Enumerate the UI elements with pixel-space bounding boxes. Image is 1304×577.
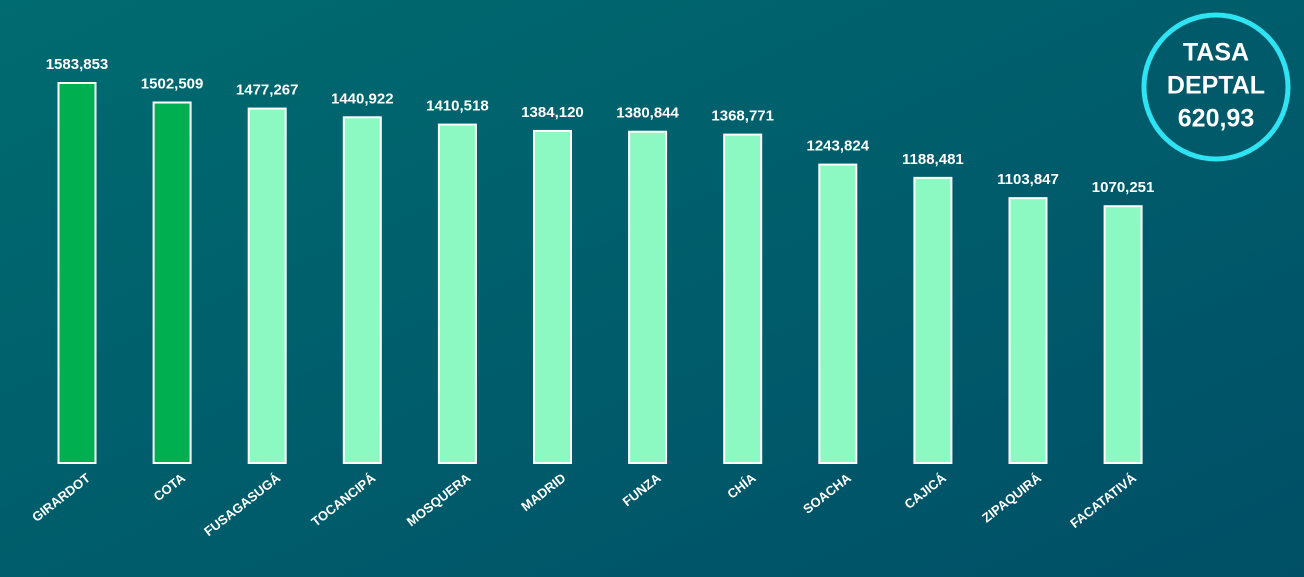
bar xyxy=(628,130,668,464)
bar xyxy=(342,116,382,465)
value-label: 1477,267 xyxy=(236,82,299,99)
value-label: 1410,518 xyxy=(426,98,489,115)
value-label: 1583,853 xyxy=(46,56,109,73)
bar xyxy=(723,133,763,464)
bar xyxy=(437,123,477,464)
bar xyxy=(152,101,192,465)
value-label: 1440,922 xyxy=(331,90,394,107)
bar xyxy=(533,129,572,464)
annotation-text: TASA xyxy=(1183,39,1249,67)
value-label: 1502,509 xyxy=(141,75,204,92)
value-label: 1103,847 xyxy=(997,171,1059,188)
value-label: 1070,251 xyxy=(1092,179,1155,196)
bar xyxy=(1103,205,1143,464)
annotation-text: DEPTAL xyxy=(1167,72,1265,100)
value-label: 1380,844 xyxy=(616,105,679,122)
value-label: 1384,120 xyxy=(521,104,584,121)
bar xyxy=(1008,197,1048,464)
bar xyxy=(818,163,858,465)
annotation-circle xyxy=(1141,12,1291,162)
bar xyxy=(247,107,287,465)
bar xyxy=(57,82,97,464)
value-label: 1368,771 xyxy=(711,108,774,125)
annotation-text: 620,93 xyxy=(1178,105,1254,133)
value-label: 1243,824 xyxy=(807,138,870,155)
value-label: 1188,481 xyxy=(902,151,964,168)
bar xyxy=(913,176,953,464)
